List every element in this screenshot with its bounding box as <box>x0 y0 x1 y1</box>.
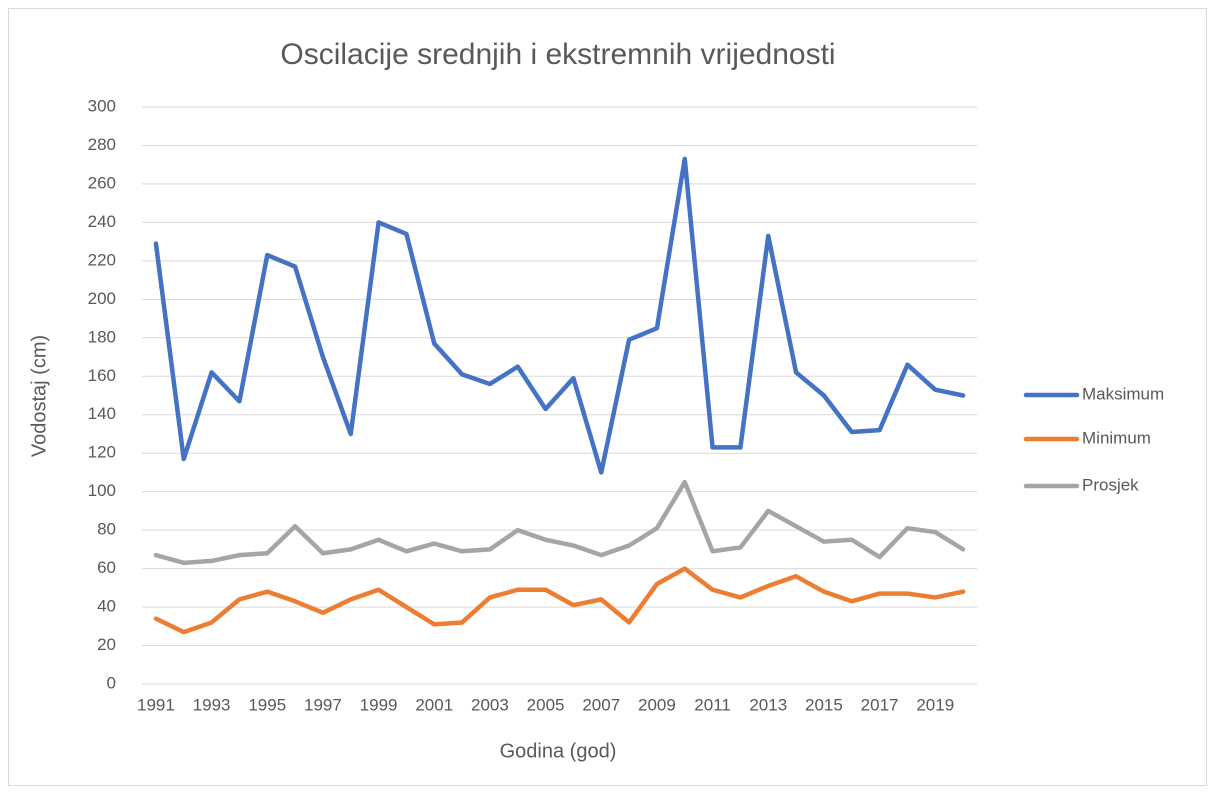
y-tick-label: 200 <box>88 289 116 308</box>
chart-title: Oscilacije srednjih i ekstremnih vrijedn… <box>280 38 835 71</box>
y-tick-label: 240 <box>88 212 116 231</box>
x-tick-label: 1997 <box>304 695 342 714</box>
x-tick-label: 2007 <box>582 695 620 714</box>
y-tick-label: 160 <box>88 366 116 385</box>
x-tick-label: 2017 <box>861 695 899 714</box>
y-tick-label: 100 <box>88 481 116 500</box>
x-tick-label: 2003 <box>471 695 509 714</box>
y-tick-label: 280 <box>88 135 116 154</box>
series-line <box>153 479 966 566</box>
x-tick-label: 2015 <box>805 695 843 714</box>
x-tick-label: 2005 <box>527 695 565 714</box>
y-tick-label: 140 <box>88 404 116 423</box>
y-tick-label: 40 <box>97 597 116 616</box>
y-tick-label: 300 <box>88 96 116 115</box>
x-tick-label: 2019 <box>916 695 954 714</box>
y-tick-label: 0 <box>107 673 116 692</box>
legend-label: Minimum <box>1082 428 1151 447</box>
y-tick-label: 260 <box>88 173 116 192</box>
legend-label: Prosjek <box>1082 475 1139 494</box>
y-tick-label: 120 <box>88 443 116 462</box>
x-tick-label: 2013 <box>749 695 787 714</box>
y-tick-label: 220 <box>88 250 116 269</box>
series-line <box>153 566 966 635</box>
chart-border <box>8 8 1207 786</box>
x-tick-label: 1999 <box>360 695 398 714</box>
x-tick-label: 1991 <box>137 695 175 714</box>
x-tick-label: 1995 <box>248 695 286 714</box>
x-tick-label: 2011 <box>694 695 731 714</box>
x-tick-label: 2001 <box>415 695 453 714</box>
legend-label: Maksimum <box>1082 384 1164 403</box>
y-tick-label: 20 <box>97 635 116 654</box>
y-tick-label: 180 <box>88 327 116 346</box>
y-axis-label: Vodostaj (cm) <box>28 335 50 457</box>
x-tick-label: 1993 <box>193 695 231 714</box>
y-tick-label: 80 <box>97 520 116 539</box>
y-tick-label: 60 <box>97 558 116 577</box>
x-axis-label: Godina (god) <box>500 740 617 762</box>
series-line <box>153 156 966 475</box>
x-tick-label: 2009 <box>638 695 676 714</box>
